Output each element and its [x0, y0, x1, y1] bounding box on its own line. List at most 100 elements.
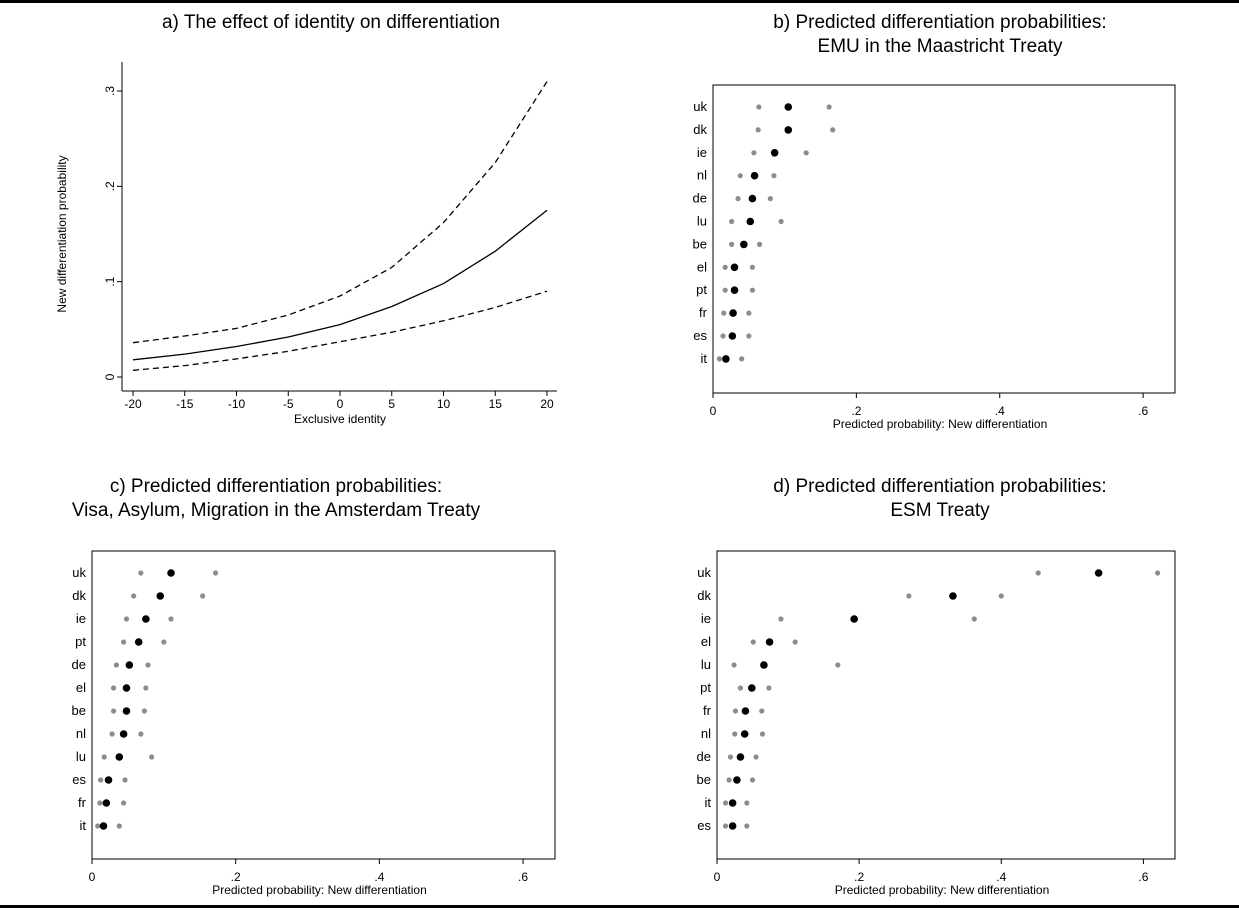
- chart-d-estimate-point: [765, 638, 774, 646]
- chart-d-estimate-point: [728, 822, 737, 830]
- chart-b-ci-upper-point: [826, 104, 832, 110]
- chart-c-ci-lower-point: [131, 593, 137, 599]
- chart-c-ci-upper-point: [200, 593, 206, 599]
- chart-c-ci-upper-point: [138, 731, 144, 737]
- chart-d-ci-lower-point: [906, 593, 912, 599]
- chart-b-x-axis-label: Predicted probability: New differentiati…: [833, 417, 1048, 431]
- chart-b-x-tick-label: .2: [851, 404, 861, 418]
- chart-a-ci-line: [132, 81, 548, 344]
- chart-b-ci-upper-point: [803, 150, 809, 156]
- chart-d-estimate-point: [728, 799, 737, 807]
- chart-b-x-tick-label: 0: [710, 404, 717, 418]
- chart-d-ci-lower-point: [722, 823, 729, 829]
- chart-b-ci-upper-point: [746, 333, 752, 339]
- chart-c-ci-upper-point: [122, 777, 128, 783]
- chart-b-category-label: ie: [697, 145, 707, 160]
- chart-b-ci-lower-point: [729, 241, 735, 247]
- chart-d-ci-lower-point: [732, 708, 739, 714]
- chart-b-ci-lower-point: [756, 104, 762, 110]
- chart-b-ci-upper-point: [749, 287, 756, 293]
- chart-b-ci-lower-point: [716, 356, 723, 362]
- chart-d-estimate-point: [740, 730, 749, 738]
- chart-d-estimate-point: [736, 753, 745, 761]
- chart-c-category-label: de: [72, 657, 86, 672]
- chart-c-ci-lower-point: [138, 570, 144, 576]
- chart-d-estimate-point: [741, 707, 750, 715]
- chart-c-title: Visa, Asylum, Migration in the Amsterdam…: [72, 500, 481, 521]
- chart-b-category-label: it: [701, 351, 708, 366]
- chart-d-category-label: pt: [700, 680, 711, 695]
- chart-b-x-tick-label: .6: [1138, 404, 1148, 418]
- chart-d-category-label: uk: [697, 565, 711, 580]
- chart-a-y-tick-label: 0: [103, 373, 117, 380]
- chart-d-ci-upper-point: [835, 662, 841, 668]
- chart-a-y-tick-label: .3: [103, 86, 117, 96]
- chart-a-estimate-line: [132, 209, 548, 361]
- chart-d-title: ESM Treaty: [890, 500, 990, 521]
- chart-b-ci-upper-point: [771, 173, 777, 179]
- chart-c-category-label: es: [72, 772, 86, 787]
- chart-c-x-axis-label: Predicted probability: New differentiati…: [212, 883, 427, 897]
- chart-a-x-tick-label: -5: [283, 397, 294, 411]
- chart-b-estimate-point: [784, 126, 793, 134]
- chart-c-ci-lower-point: [110, 685, 117, 691]
- chart-d-category-label: fr: [703, 703, 712, 718]
- chart-c-estimate-point: [122, 707, 131, 715]
- chart-a-x-axis-label: Exclusive identity: [294, 412, 386, 426]
- chart-d-ci-upper-point: [1155, 570, 1161, 576]
- chart-c-ci-upper-point: [168, 616, 174, 622]
- chart-a-x-tick-label: 0: [337, 397, 344, 411]
- chart-b-ci-upper-point: [739, 356, 745, 362]
- figure-top-rule: [0, 0, 1239, 3]
- chart-d-ci-lower-point: [722, 800, 729, 806]
- chart-a-x-tick-label: 5: [388, 397, 395, 411]
- chart-d-category-label: el: [701, 634, 711, 649]
- chart-c-ci-lower-point: [110, 708, 117, 714]
- chart-b-estimate-point: [728, 332, 737, 340]
- chart-c-x-tick-label: 0: [89, 870, 96, 884]
- chart-d-ci-lower-point: [737, 685, 744, 691]
- chart-c-estimate-point: [167, 569, 175, 577]
- chart-d-ci-upper-point: [744, 823, 750, 829]
- chart-d-estimate-point: [748, 684, 756, 692]
- chart-c-estimate-point: [104, 776, 113, 784]
- chart-b-category-label: fr: [699, 305, 708, 320]
- figure-bottom-rule: [0, 905, 1239, 908]
- chart-c-ci-lower-point: [97, 800, 103, 806]
- chart-b-ci-upper-point: [756, 241, 763, 247]
- chart-c-estimate-point: [142, 615, 150, 623]
- chart-d-ci-upper-point: [749, 777, 756, 783]
- chart-c-estimate-point: [115, 753, 124, 761]
- chart-d-ci-lower-point: [731, 662, 737, 668]
- chart-c-estimate-point: [119, 730, 128, 738]
- chart-b-category-label: nl: [697, 168, 707, 183]
- chart-b-category-label: es: [693, 328, 707, 343]
- chart-c-estimate-point: [125, 661, 134, 669]
- chart-d-ci-upper-point: [759, 731, 766, 737]
- chart-d-category-label: it: [705, 795, 712, 810]
- chart-b-category-label: de: [693, 191, 707, 206]
- chart-c-category-label: uk: [72, 565, 86, 580]
- chart-b-ci-lower-point: [721, 310, 727, 316]
- chart-c-category-label: pt: [75, 634, 86, 649]
- chart-c-estimate-point: [102, 799, 111, 807]
- chart-b-estimate-point: [722, 355, 730, 363]
- chart-b-title: b) Predicted differentiation probabiliti…: [773, 12, 1106, 33]
- chart-b-estimate-point: [746, 217, 755, 226]
- chart-b-title: EMU in the Maastricht Treaty: [818, 36, 1063, 57]
- chart-d-ci-lower-point: [778, 616, 784, 622]
- chart-c-ci-upper-point: [143, 685, 149, 691]
- chart-b-estimate-point: [740, 240, 748, 249]
- chart-c-ci-upper-point: [141, 708, 148, 714]
- chart-b-category-label: be: [693, 236, 707, 251]
- chart-b-estimate-point: [730, 286, 739, 295]
- chart-d-ci-upper-point: [971, 616, 977, 622]
- chart-d-x-tick-label: .2: [854, 870, 864, 884]
- chart-d-ci-lower-point: [726, 777, 732, 783]
- chart-c-category-label: el: [76, 680, 86, 695]
- chart-a-y-tick-label: .1: [103, 276, 117, 286]
- chart-b-category-label: el: [697, 259, 707, 274]
- chart-b-estimate-point: [784, 103, 793, 111]
- chart-c-x-tick-label: .2: [231, 870, 241, 884]
